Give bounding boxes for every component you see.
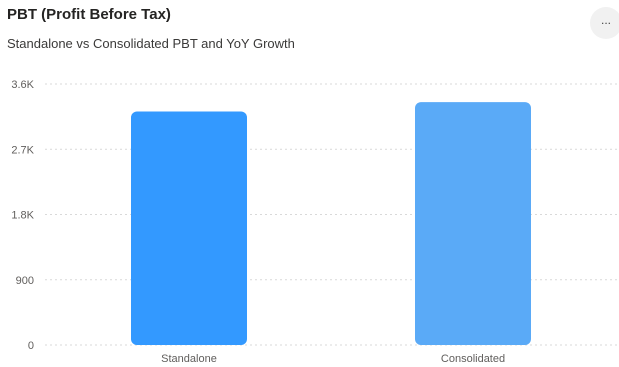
y-tick-label: 2.7K xyxy=(11,144,34,156)
bar-consolidated[interactable] xyxy=(415,102,531,345)
x-axis: Standalone Consolidated xyxy=(161,353,505,365)
bar-standalone[interactable] xyxy=(131,111,247,345)
y-tick-label: 1.8K xyxy=(11,210,34,222)
gridlines xyxy=(45,83,618,346)
bars xyxy=(131,102,531,345)
more-options-icon: ... xyxy=(600,13,611,27)
y-tick-label: 900 xyxy=(16,275,34,287)
more-options-button[interactable]: ... xyxy=(590,7,619,39)
y-tick-label: 3.6K xyxy=(11,79,34,91)
chart-subtitle: Standalone vs Consolidated PBT and YoY G… xyxy=(7,36,295,51)
y-tick-label: 0 xyxy=(28,340,34,352)
chart-title: PBT (Profit Before Tax) xyxy=(7,6,171,23)
x-tick-label: Standalone xyxy=(161,353,217,365)
x-tick-label: Consolidated xyxy=(441,353,505,365)
y-axis: 0 900 1.8K 2.7K 3.6K xyxy=(11,79,34,352)
